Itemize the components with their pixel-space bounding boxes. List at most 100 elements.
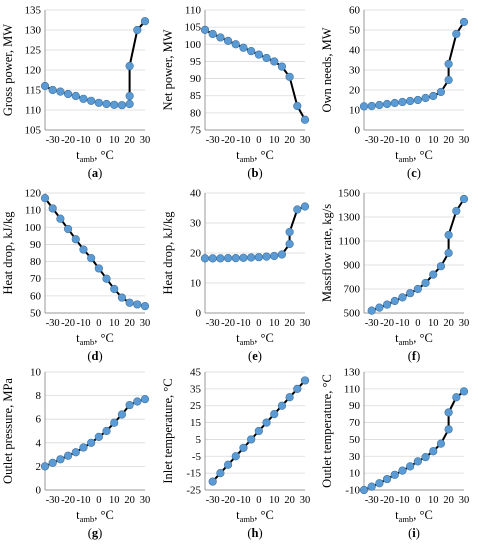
data-point: [239, 443, 248, 452]
y-tick-label: 100: [25, 222, 42, 234]
x-tick-label: -20: [380, 135, 394, 146]
x-tick-label: -20: [61, 495, 75, 506]
data-point: [459, 194, 469, 204]
panel-label-close: ): [98, 166, 102, 180]
y-tick-label: 85: [190, 90, 202, 102]
data-point: [140, 395, 150, 404]
data-point: [262, 53, 271, 63]
panel-label-close: ): [417, 166, 421, 180]
data-point: [452, 29, 461, 39]
data-point: [40, 462, 50, 471]
y-tick-label: 4: [36, 437, 42, 449]
y-axis-label: Massflow rate, kg/s: [320, 204, 334, 302]
data-point: [102, 274, 111, 283]
x-label-main: t: [395, 508, 399, 522]
panel-label-open: (: [247, 526, 251, 540]
x-tick-label: -30: [206, 135, 220, 146]
data-point: [247, 435, 256, 444]
data-point: [79, 94, 88, 103]
x-tick-label: 10: [428, 318, 439, 329]
data-point: [94, 98, 103, 107]
x-axis-label: tamb, °C: [76, 148, 114, 164]
x-tick-label: 10: [109, 135, 120, 146]
panel-label: (d): [87, 349, 102, 363]
x-tick-label: 20: [443, 135, 454, 146]
y-tick-label: 105: [25, 125, 42, 137]
x-tick-label: -10: [395, 318, 409, 329]
data-point: [285, 72, 294, 81]
data-point: [421, 93, 430, 103]
data-point: [452, 393, 461, 402]
y-tick-label: 0: [196, 308, 202, 320]
chart-panel-8: -25 -15 -5 5 15 25 35 45 -30 -20 -10 0 10 20 30 Inlet t…: [161, 367, 310, 541]
data-point: [40, 194, 50, 203]
y-tick-label: 8: [36, 390, 42, 402]
panel-label-close: ): [258, 166, 262, 180]
chart-panel-4: 50 60 70 80 90 100 110 120 -30 -20 -10 0 10 20 30 Heat …: [1, 188, 150, 364]
data-point: [133, 300, 142, 309]
x-label-main: t: [236, 331, 240, 345]
x-tick-label: 20: [124, 135, 135, 146]
y-tick-label: 25: [190, 400, 202, 412]
x-tick-label: 0: [96, 135, 101, 146]
x-tick-label: 0: [415, 495, 420, 506]
data-point: [140, 302, 150, 311]
data-point: [110, 284, 119, 294]
x-tick-label: 20: [284, 318, 295, 329]
y-tick-label: 1300: [338, 212, 361, 224]
data-point: [300, 115, 310, 124]
data-point: [87, 96, 96, 105]
data-point: [56, 87, 65, 96]
y-tick-label: 500: [344, 308, 361, 320]
series-line: [363, 390, 465, 491]
data-point: [102, 426, 111, 436]
panel-label-letter: i: [412, 526, 416, 540]
x-tick-label: -10: [76, 495, 90, 506]
y-tick-label: 60: [30, 290, 42, 302]
data-point: [216, 469, 225, 478]
x-tick-label: 20: [443, 318, 454, 329]
x-tick-label: 0: [96, 318, 101, 329]
data-point: [421, 278, 430, 288]
y-tick-label: 130: [25, 25, 42, 37]
y-tick-label: 60: [349, 5, 361, 17]
y-tick-label: 110: [25, 205, 42, 217]
y-tick-label: -25: [186, 485, 201, 497]
x-tick-label: -30: [365, 318, 379, 329]
data-point: [270, 57, 279, 66]
x-tick-label: 20: [284, 495, 295, 506]
data-point: [56, 455, 65, 464]
data-point: [133, 397, 142, 406]
data-point: [398, 97, 407, 107]
y-tick-label: 2: [36, 461, 42, 473]
y-tick-label: 70: [30, 273, 42, 285]
x-tick-label: 0: [415, 318, 420, 329]
y-tick-label: 125: [25, 45, 42, 57]
data-point: [110, 418, 119, 427]
x-tick-label: 20: [284, 135, 295, 146]
data-point: [436, 439, 446, 448]
data-point: [444, 248, 453, 258]
data-point: [285, 239, 294, 249]
x-axis-label: tamb, °C: [236, 331, 274, 347]
y-tick-label: 110: [185, 5, 202, 17]
data-point: [56, 214, 65, 223]
y-axis-label: Heat drop, kJ/kg: [1, 211, 15, 295]
data-point: [375, 479, 384, 488]
y-tick-label: 95: [190, 56, 202, 68]
data-point: [390, 98, 399, 108]
y-tick-label: 40: [190, 188, 202, 200]
y-tick-label: 50: [349, 434, 361, 446]
data-point: [40, 81, 50, 91]
y-tick-label: 80: [190, 107, 202, 119]
panel-label-open: (: [247, 166, 251, 180]
x-label-subscript: amb: [399, 514, 414, 524]
panel-label: (a): [88, 166, 103, 180]
data-point: [254, 426, 263, 436]
data-point: [459, 17, 469, 27]
x-tick-label: 0: [415, 135, 420, 146]
chart-panel-7: 0 2 4 6 8 10 -30 -20 -10 0 10 20 30 Outlet pressure, …: [1, 367, 150, 541]
x-label-unit: , °C: [413, 331, 433, 345]
data-point: [133, 25, 142, 35]
